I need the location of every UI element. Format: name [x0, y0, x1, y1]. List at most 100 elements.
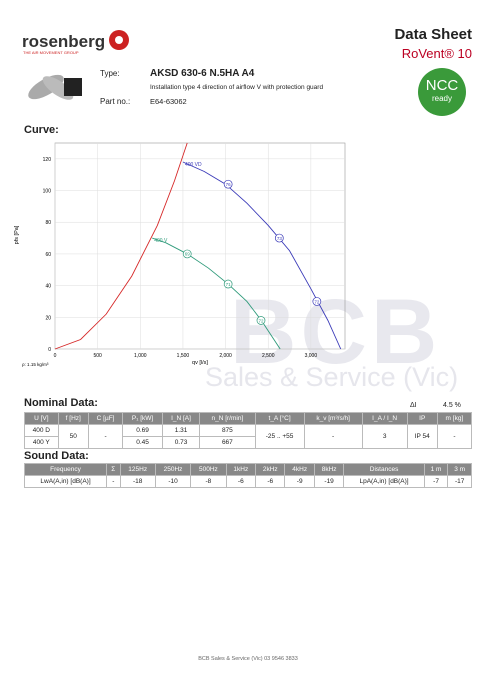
cell: m [kg]	[436, 412, 473, 425]
operating-point	[223, 179, 233, 189]
x-tick-label: 1,000	[134, 353, 147, 359]
cell: -	[87, 424, 124, 449]
cell: 875	[199, 424, 256, 437]
footer: BCB Sales & Service (Vic) 03 9546 3833	[198, 656, 298, 662]
cell: 250Hz	[154, 463, 192, 476]
cell: -25 .. +55	[254, 424, 305, 449]
row: LwA(A,in) [dB(A)] - -18 -10 -8 -6 -6 -9 -19 LpA(A…	[23, 475, 472, 488]
type-label: Type:	[100, 69, 120, 78]
cell: -7	[423, 475, 449, 488]
cell: f [Hz]	[57, 412, 89, 425]
cell: 500Hz	[190, 463, 227, 476]
cell: 400 Y	[24, 436, 59, 449]
cell: 1.31	[161, 424, 201, 437]
y-tick-label: 60	[45, 252, 51, 258]
cell: 0.73	[161, 436, 201, 449]
cell: 125Hz	[119, 463, 156, 476]
operating-point	[312, 297, 322, 306]
x-tick-label: 2,500	[262, 353, 275, 359]
cell: 1 m	[423, 463, 449, 476]
chart: pfs [Pa] qv [l/s] ρ: 1.15 kg/m³ 0 20 40 60 8…	[14, 142, 346, 367]
curve	[54, 142, 188, 350]
cell: n_N [r/min]	[199, 412, 256, 425]
watermark-logo: BCB	[230, 281, 442, 383]
delta-label: ΔI	[410, 402, 417, 409]
plot-frame	[54, 142, 346, 350]
cell: I_N [A]	[161, 412, 201, 425]
operating-point-label: 76	[226, 182, 232, 187]
part-label: Part no.:	[100, 97, 131, 106]
cell: Σ	[106, 463, 121, 476]
nominal-table: U [V] f [Hz] C [µF] P₁ [kW] I_N [A] n_N [r/mi…	[24, 412, 473, 449]
cell: -6	[225, 475, 257, 488]
cell: t_A [°C]	[254, 412, 305, 425]
cell: P₁ [kW]	[122, 412, 163, 425]
curve-label: 400 VD	[185, 162, 202, 168]
nominal-heading: Nominal Data:	[24, 397, 98, 409]
cell: IP	[406, 412, 438, 425]
logo: rosenberg THE AIR MOVEMENT GROUP	[22, 30, 129, 55]
cell: 50	[57, 424, 89, 449]
x-tick-label: 1,500	[177, 353, 190, 359]
logo-icon-hole	[115, 36, 123, 44]
row: 400 D 50 - 0.69 1.31 875 -25 .. +55 - 3 …	[24, 424, 473, 449]
header-row: Frequency Σ 125Hz 250Hz 500Hz 1kHz 2kHz 4kHz 8kH…	[23, 463, 472, 476]
cell: IP 54	[406, 424, 438, 449]
cell: 0.69	[122, 424, 163, 437]
y-tick-label: 80	[45, 220, 51, 226]
cell: 4kHz	[284, 463, 315, 476]
curve-heading: Curve:	[24, 124, 59, 136]
brand-tagline: THE AIR MOVEMENT GROUP	[23, 50, 79, 55]
y-tick-label: 40	[45, 284, 51, 290]
sound-table: Frequency Σ 125Hz 250Hz 500Hz 1kHz 2kHz 4kHz 8kH…	[23, 463, 472, 488]
cell: 3	[361, 424, 408, 449]
cell: -10	[154, 475, 192, 488]
operating-point	[274, 233, 284, 243]
cell: -6	[255, 475, 286, 488]
operating-point-label: 72	[258, 318, 264, 323]
curve	[182, 161, 342, 350]
cell: -	[436, 424, 473, 449]
row: 400 Y 0.45 0.73 667	[24, 436, 472, 449]
description: Installation type 4 direction of airflow…	[150, 84, 324, 91]
product-line: RoVent® 10	[401, 46, 472, 61]
y-tick-label: 0	[48, 347, 51, 353]
x-tick-label: 2,000	[219, 353, 232, 359]
cell: -8	[190, 475, 227, 488]
sound-heading: Sound Data:	[24, 450, 89, 462]
curve	[152, 237, 281, 350]
cell: -19	[313, 475, 345, 488]
motor	[64, 78, 82, 96]
delta-value: 4.5 %	[443, 402, 461, 409]
cell: 1kHz	[225, 463, 257, 476]
cell: -	[106, 475, 121, 488]
badge-top: NCC	[425, 77, 459, 94]
cell: U [V]	[24, 412, 59, 425]
cell: 8kHz	[313, 463, 345, 476]
cell: -	[303, 424, 363, 449]
cell: 667	[199, 436, 256, 449]
header-row: U [V] f [Hz] C [µF] P₁ [kW] I_N [A] n_N [r/mi…	[24, 412, 473, 425]
operating-point	[223, 279, 233, 289]
operating-point-label: 73	[277, 236, 283, 241]
type: AKSD 630-6 N.5HA A4	[150, 68, 255, 79]
density-note: ρ: 1.15 kg/m³	[22, 362, 49, 367]
cell: 2kHz	[255, 463, 286, 476]
watermark-text: Sales & Service (Vic)	[205, 362, 459, 392]
y-tick-label: 120	[43, 157, 52, 163]
operating-point-label: 69	[185, 252, 191, 257]
cell: Distances	[343, 463, 425, 476]
x-tick-label: 3,000	[305, 353, 318, 359]
x-tick-label: 500	[93, 353, 102, 359]
x-tick-label: 0	[54, 353, 57, 359]
cell: -9	[284, 475, 315, 488]
cell: LwA(A,in) [dB(A)]	[23, 475, 108, 488]
fan-image	[28, 74, 82, 100]
ncc-badge: NCC ready	[418, 68, 466, 116]
x-axis-label: qv [l/s]	[192, 360, 208, 366]
cell: C [µF]	[87, 412, 124, 425]
operating-point	[256, 316, 266, 325]
cell: 3 m	[447, 463, 472, 476]
curve-label: 400 V	[154, 238, 168, 244]
